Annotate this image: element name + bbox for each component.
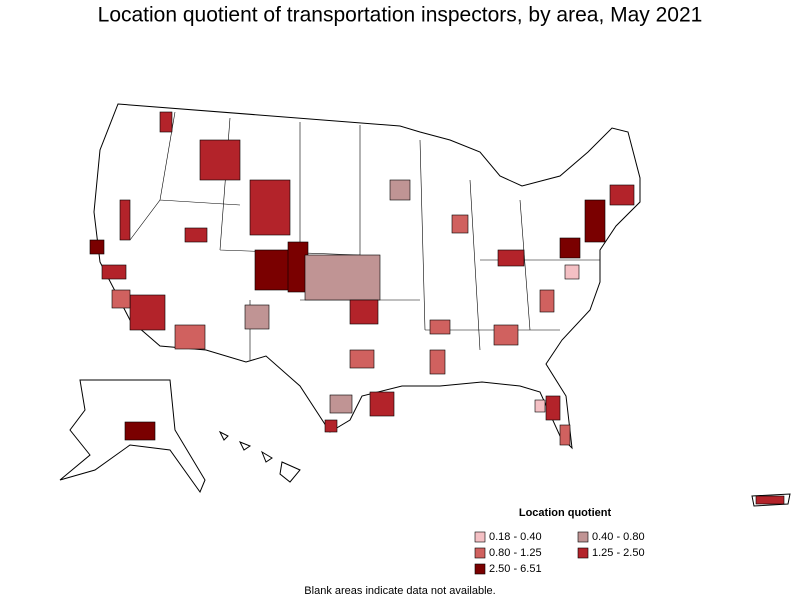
area (329, 394, 353, 414)
area (324, 419, 338, 433)
area (429, 319, 451, 335)
area (429, 349, 446, 375)
legend-label: 0.80 - 1.25 (489, 547, 542, 559)
legend: 0.18 - 0.40 0.40 - 0.80 0.80 - 1.25 1.25 - … (474, 531, 645, 575)
area (534, 399, 546, 413)
legend-swatch (474, 563, 486, 575)
area (184, 227, 208, 243)
area (609, 184, 635, 206)
area (254, 249, 291, 291)
area (349, 299, 379, 325)
area (389, 179, 411, 201)
area (244, 304, 270, 330)
legend-swatch (577, 531, 589, 543)
area (493, 324, 519, 346)
legend-swatch (474, 547, 486, 559)
area (564, 264, 580, 280)
map-title: Location quotient of transportation insp… (98, 4, 703, 27)
legend-label: 1.25 - 2.50 (592, 547, 645, 559)
area (559, 424, 571, 446)
area (349, 349, 375, 369)
area (249, 179, 291, 236)
area (755, 495, 785, 505)
area (584, 199, 606, 243)
area (111, 289, 131, 309)
legend-label: 2.50 - 6.51 (489, 563, 542, 575)
map (59, 103, 791, 507)
legend-label: 0.40 - 0.80 (592, 531, 645, 543)
legend-swatch (577, 547, 589, 559)
area (159, 111, 173, 133)
area (89, 239, 105, 255)
area (545, 395, 561, 421)
hawaii (218, 430, 301, 483)
area (124, 421, 156, 441)
legend-swatch (474, 531, 486, 543)
legend-label: 0.18 - 0.40 (489, 531, 542, 543)
area (129, 294, 166, 331)
area (451, 214, 469, 234)
area (369, 391, 395, 417)
area (174, 324, 206, 350)
legend-title: Location quotient (519, 507, 612, 519)
area (199, 139, 241, 181)
area (497, 249, 525, 267)
footnote: Blank areas indicate data not available. (304, 585, 495, 597)
area (119, 199, 131, 241)
area (304, 254, 381, 301)
area (559, 237, 581, 259)
area (101, 264, 127, 280)
area (539, 289, 555, 313)
